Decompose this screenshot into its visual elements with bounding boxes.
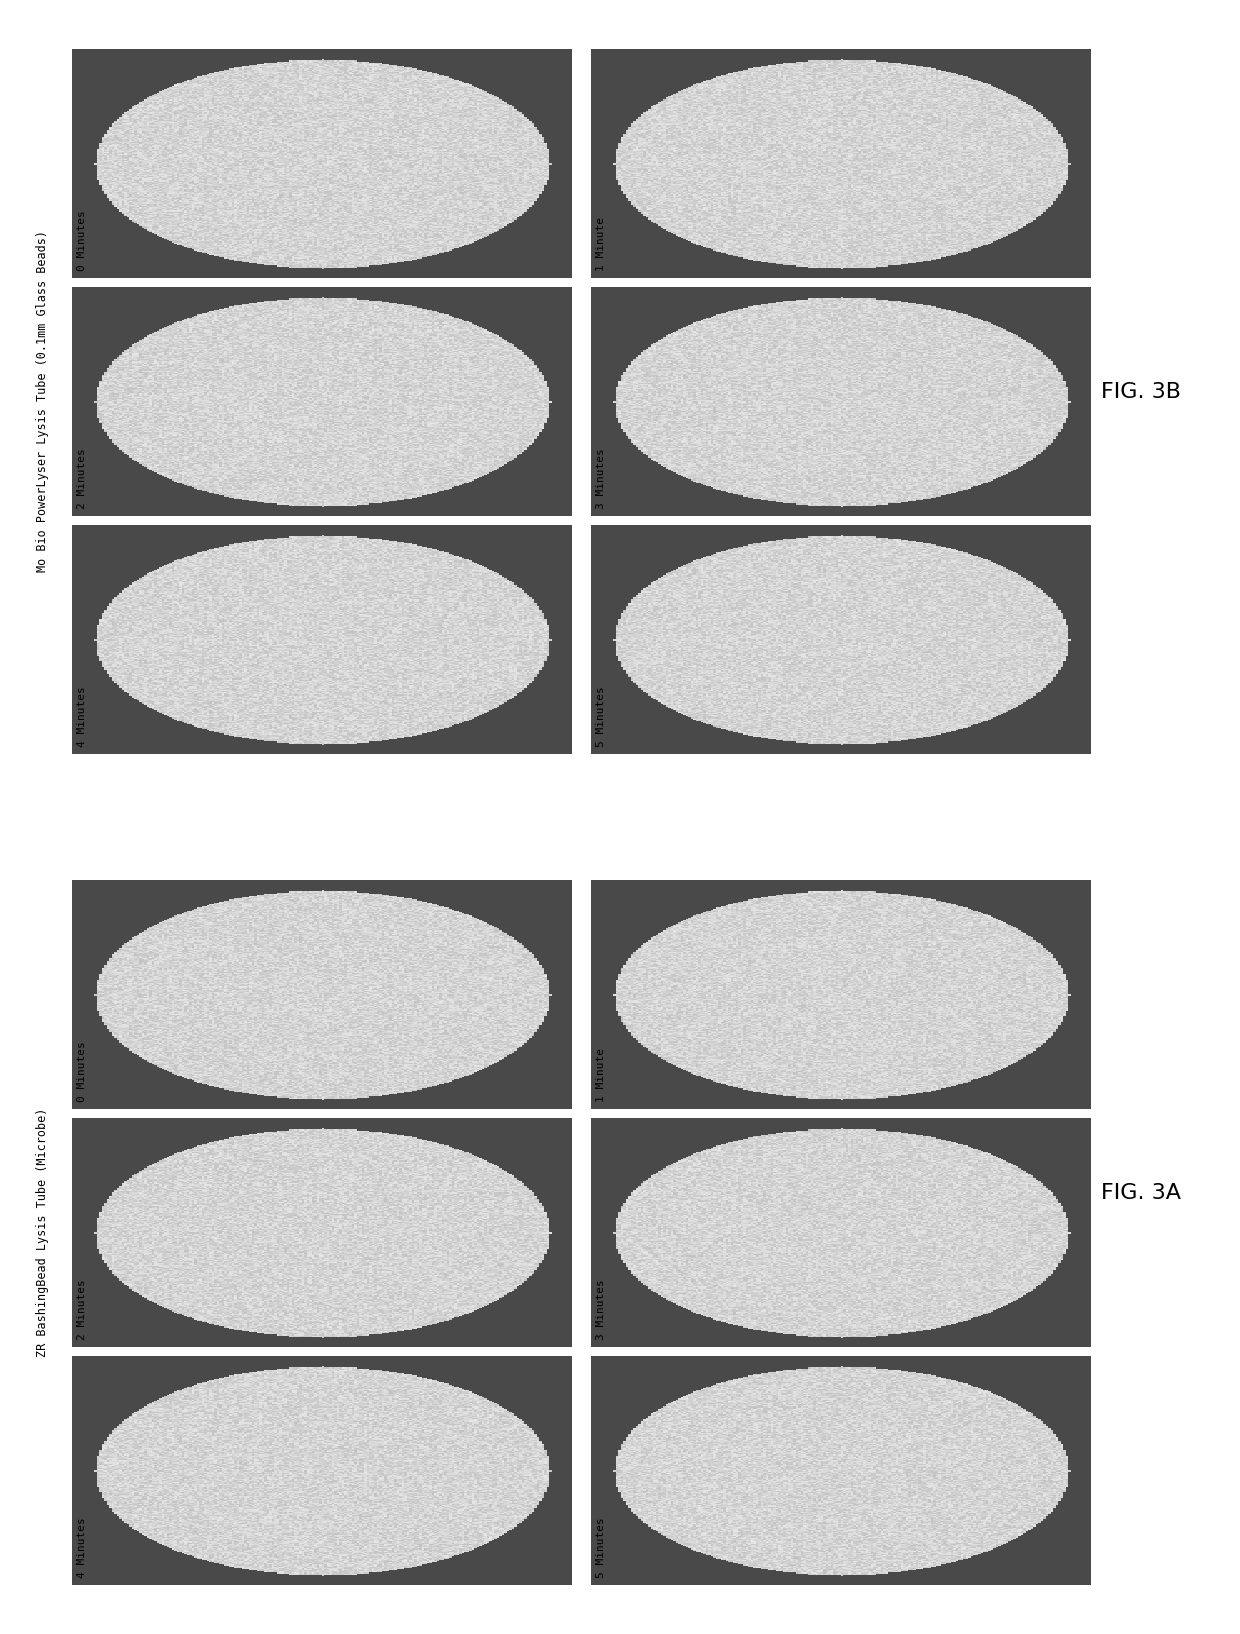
Text: 3 Minutes: 3 Minutes — [596, 1279, 606, 1340]
Text: 0 Minutes: 0 Minutes — [77, 1041, 87, 1103]
Text: 2 Minutes: 2 Minutes — [77, 448, 87, 508]
Text: 2 Minutes: 2 Minutes — [77, 1279, 87, 1340]
Text: ZR BashingBead Lysis Tube (Microbe): ZR BashingBead Lysis Tube (Microbe) — [36, 1108, 48, 1358]
Text: 3 Minutes: 3 Minutes — [596, 448, 606, 508]
Text: 1 Minute: 1 Minute — [596, 1049, 606, 1103]
Text: 5 Minutes: 5 Minutes — [596, 1518, 606, 1578]
Text: 5 Minutes: 5 Minutes — [596, 686, 606, 747]
Text: 1 Minute: 1 Minute — [596, 217, 606, 271]
Text: FIG. 3B: FIG. 3B — [1101, 382, 1180, 402]
Text: Mo Bio PowerLyser Lysis Tube (0.1mm Glass Beads): Mo Bio PowerLyser Lysis Tube (0.1mm Glas… — [36, 230, 48, 572]
Text: 4 Minutes: 4 Minutes — [77, 1518, 87, 1578]
Text: FIG. 3A: FIG. 3A — [1101, 1183, 1180, 1203]
Text: 4 Minutes: 4 Minutes — [77, 686, 87, 747]
Text: 0 Minutes: 0 Minutes — [77, 211, 87, 271]
